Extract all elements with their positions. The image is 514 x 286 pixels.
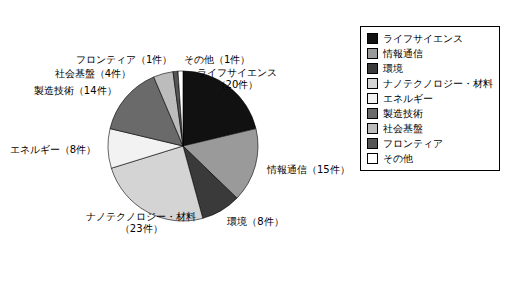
html-text:その他: その他 [383, 153, 413, 164]
html-text:エネルギー: エネルギー [383, 93, 433, 104]
html-text:ライフサイエンス: ライフサイエンス [383, 33, 463, 44]
svg-text:情報通信（15件）: 情報通信（15件） [266, 164, 350, 175]
svg-text:ナノテクノロジー・材料（23件）: ナノテクノロジー・材料（23件） [86, 211, 196, 234]
svg-text:社会基盤（4件）: 社会基盤（4件） [55, 68, 131, 79]
svg-text:その他（1件）: その他（1件） [184, 54, 250, 65]
html-text:情報通信: 情報通信 [383, 48, 423, 59]
html-text:製造技術: 製造技術 [383, 108, 423, 119]
svg-text:ライフサイエンス（20件）: ライフサイエンス（20件） [197, 67, 277, 90]
html-text:社会基盤: 社会基盤 [383, 123, 423, 134]
html-text:ナノテクノロジー・材料: ナノテクノロジー・材料 [383, 78, 493, 89]
svg-text:製造技術（14件）: 製造技術（14件） [34, 85, 117, 96]
svg-text:フロンティア（1件）: フロンティア（1件） [76, 54, 172, 65]
html-text:環境: 環境 [383, 63, 403, 74]
html-text:フロンティア: フロンティア [383, 138, 443, 149]
svg-text:エネルギー（8件）: エネルギー（8件） [10, 144, 96, 155]
svg-text:環境（8件）: 環境（8件） [227, 216, 283, 227]
